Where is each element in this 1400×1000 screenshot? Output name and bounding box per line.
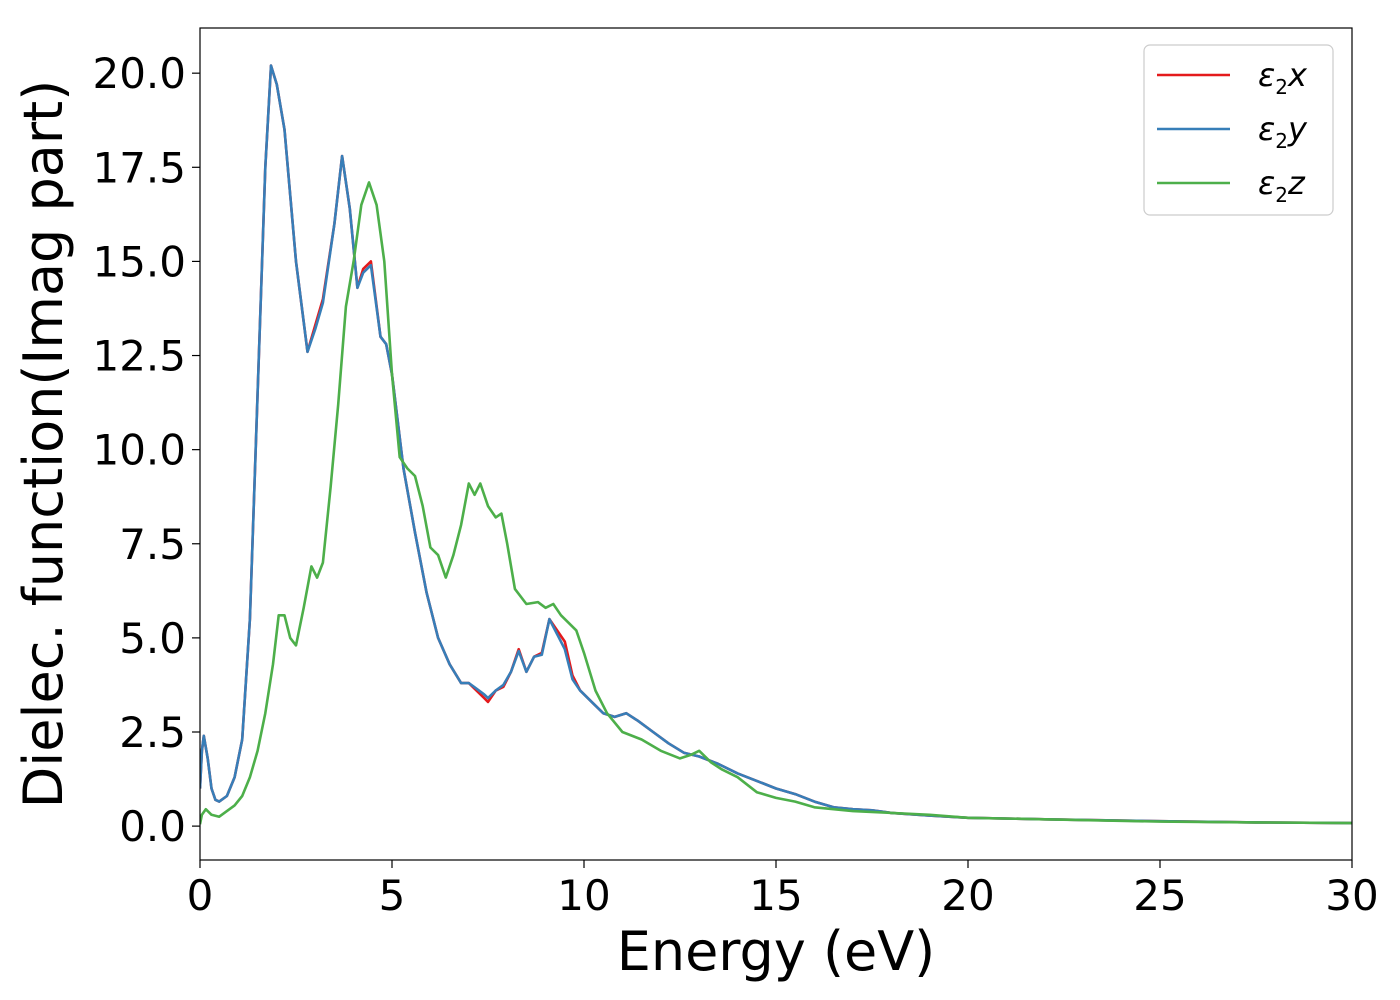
legend-label-x: ε2x [1258, 56, 1308, 99]
x-tick-label: 30 [1325, 871, 1378, 920]
x-tick-label: 25 [1133, 871, 1186, 920]
series-line-y [200, 64, 1352, 825]
series-line-z [200, 181, 1352, 825]
y-tick-label: 5.0 [119, 614, 186, 663]
y-tick-label: 15.0 [92, 237, 186, 286]
y-tick-label: 2.5 [119, 708, 186, 757]
x-axis-ticks: 0 5 10 15 20 25 30 [187, 860, 1379, 920]
y-tick-label: 17.5 [92, 143, 186, 192]
legend-box [1143, 44, 1334, 216]
x-tick-label: 0 [187, 871, 214, 920]
x-tick-label: 5 [379, 871, 406, 920]
legend-label-y: ε2y [1258, 110, 1308, 153]
x-tick-label: 10 [557, 871, 610, 920]
x-axis-label: Energy (eV) [617, 920, 936, 983]
y-tick-label: 20.0 [92, 49, 186, 98]
y-tick-label: 7.5 [119, 520, 186, 569]
y-tick-label: 10.0 [92, 426, 186, 475]
x-tick-label: 15 [749, 871, 802, 920]
y-tick-label: 0.0 [119, 802, 186, 851]
plot-lines [200, 64, 1352, 825]
legend: ε2x ε2y ε2z [1143, 44, 1334, 216]
x-tick-label: 20 [941, 871, 994, 920]
y-axis-label: Dielec. function(Imag part) [12, 80, 75, 809]
y-tick-label: 12.5 [92, 332, 186, 381]
legend-label-z: ε2z [1258, 164, 1306, 207]
y-axis-ticks: 0.0 2.5 5.0 7.5 10.0 12.5 15.0 17.5 20.0 [92, 49, 200, 851]
